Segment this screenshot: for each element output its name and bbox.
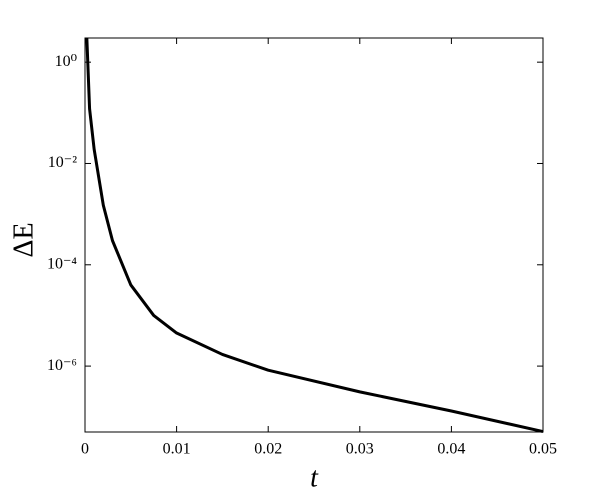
y-tick-label: 10⁻² [48, 154, 77, 171]
plot-frame [84, 37, 544, 433]
y-tick-label: 10⁻⁴ [47, 255, 77, 272]
y-tick-label: 10⁰ [55, 53, 77, 70]
x-tick-label: 0.03 [346, 441, 374, 458]
x-tick-label: 0.05 [529, 441, 557, 458]
x-tick-label: 0 [81, 441, 89, 458]
x-tick-label: 0.01 [163, 441, 191, 458]
x-tick-label: 0.04 [437, 441, 465, 458]
x-axis-label: t [310, 462, 319, 493]
y-tick-label: 10⁻⁶ [47, 357, 77, 374]
data-line [85, 37, 544, 434]
x-tick-label: 0.02 [254, 441, 282, 458]
y-axis-label: ΔE [8, 222, 39, 257]
